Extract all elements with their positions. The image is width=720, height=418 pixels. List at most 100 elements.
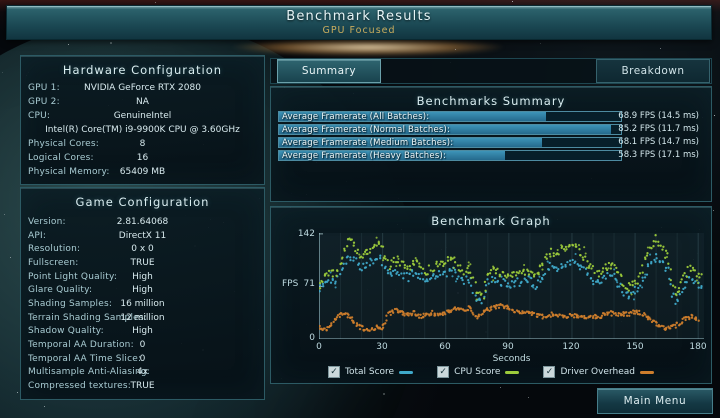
- config-row: Shadow Quality: High: [21, 326, 264, 338]
- star: [383, 393, 385, 395]
- benchmark-bar-row: Average Framerate (All Batches): 68.9 FPS…: [278, 111, 704, 122]
- config-row-label: GPU 1:: [28, 83, 60, 93]
- tab-summary[interactable]: Summary: [277, 59, 381, 83]
- config-row-value: 65409 MB: [119, 167, 166, 177]
- x-axis-label: Seconds: [492, 354, 531, 364]
- config-row-value: TRUE: [130, 257, 155, 268]
- benchmarks-summary-title: Benchmarks Summary: [416, 94, 566, 108]
- config-row-value: GenuineIntel: [113, 111, 172, 121]
- y-tick-min: 0: [309, 333, 315, 343]
- config-row-label: GPU 2:: [28, 97, 60, 107]
- legend-color-dash: [505, 370, 520, 374]
- x-tick-label: 180: [689, 342, 707, 352]
- config-row: Point Light Quality: High: [21, 272, 264, 284]
- benchmark-bar-label: Average Framerate (Medium Batches):: [282, 138, 454, 148]
- config-row: GPU 1: NVIDIA GeForce RTX 2080: [21, 83, 264, 95]
- star: [714, 115, 715, 116]
- star: [155, 2, 156, 3]
- star: [2, 72, 3, 73]
- config-row-label: Multisample Anti-Aliasing:: [28, 367, 151, 378]
- main-menu-button[interactable]: Main Menu: [597, 388, 713, 414]
- benchmark-bar-value: 58.3 FPS (17.1 ms): [618, 150, 699, 160]
- config-row: Intel(R) Core(TM) i9-9900K CPU @ 3.60GHz: [21, 125, 264, 137]
- star: [713, 210, 714, 211]
- config-row-label: Point Light Quality:: [28, 271, 118, 282]
- checkmark-icon: ✓: [330, 367, 338, 377]
- config-row-label: Compressed textures:: [28, 381, 132, 392]
- config-row: Temporal AA Duration: 0: [21, 340, 264, 352]
- legend-checkbox[interactable]: ✓: [543, 366, 556, 378]
- benchmark-graph-panel: Benchmark Graph 142 FPS 71 0 0 30 60 90 120 1…: [270, 206, 712, 384]
- results-tabstrip: Summary Breakdown: [270, 58, 712, 84]
- star: [110, 42, 112, 44]
- config-row: API: DirectX 11: [21, 231, 264, 243]
- legend-checkbox[interactable]: ✓: [437, 366, 450, 378]
- config-row-value: 8: [139, 139, 146, 149]
- config-row: CPU: GenuineIntel: [21, 111, 264, 123]
- checkmark-icon: ✓: [545, 367, 554, 377]
- config-row-label: Resolution:: [28, 244, 81, 255]
- config-row-value: 0: [139, 340, 146, 351]
- config-row: Physical Cores: 8: [21, 139, 264, 151]
- config-row-value: 4x: [136, 367, 149, 378]
- star: [455, 49, 456, 50]
- y-tick-mid: 71: [303, 279, 315, 289]
- config-row-label: Glare Quality:: [28, 285, 93, 296]
- hardware-panel-title: Hardware Configuration: [62, 63, 223, 77]
- benchmark-bar-label: Average Framerate (Normal Batches):: [282, 125, 451, 135]
- x-tick-label: 150: [626, 342, 644, 352]
- config-row-value: 16: [136, 153, 149, 163]
- benchmark-bar-fill: [279, 151, 505, 160]
- config-row: Terrain Shading Samples: 12 million: [21, 313, 264, 325]
- benchmark-bar-track: Average Framerate (All Batches):: [278, 111, 622, 122]
- x-tick-label: 120: [562, 342, 580, 352]
- benchmark-bar-value: 68.9 FPS (14.5 ms): [618, 111, 699, 121]
- config-row: Version: 2.81.64068: [21, 217, 264, 229]
- config-row: Compressed textures: TRUE: [21, 381, 264, 393]
- page-title: Benchmark Results: [286, 9, 432, 24]
- star: [500, 387, 501, 388]
- game-rows: Version: 2.81.64068 API: DirectX 11 Resoluti…: [21, 216, 264, 394]
- config-row-value: 2.81.64068: [116, 216, 169, 227]
- benchmark-bar-track: Average Framerate (Normal Batches):: [278, 124, 622, 135]
- config-row-value: Intel(R) Core(TM) i9-9900K CPU @ 3.60GHz: [45, 125, 240, 135]
- config-row-label: Physical Memory:: [28, 167, 110, 177]
- benchmark-bars: Average Framerate (All Batches): 68.9 FPS…: [278, 111, 704, 163]
- star: [4, 214, 5, 215]
- config-row-label: Shading Samples:: [28, 298, 113, 309]
- config-row-label: API:: [28, 230, 47, 241]
- config-row-label: CPU:: [28, 111, 51, 121]
- config-row-label: Version:: [28, 216, 66, 227]
- config-row-value: 16 million: [120, 298, 165, 309]
- config-row: Shading Samples: 16 million: [21, 299, 264, 311]
- planet-limb-glow: [232, 38, 504, 56]
- star: [540, 43, 541, 44]
- config-row-label: Terrain Shading Samples:: [28, 312, 148, 323]
- config-row: Temporal AA Time Slice: 0: [21, 354, 264, 366]
- benchmark-bar-track: Average Framerate (Medium Batches):: [278, 137, 622, 148]
- star: [660, 48, 661, 49]
- benchmark-bar-row: Average Framerate (Medium Batches): 68.1 …: [278, 137, 704, 148]
- config-row-value: High: [132, 271, 153, 282]
- config-row: Fullscreen: TRUE: [21, 258, 264, 270]
- config-row-label: Shadow Quality:: [28, 326, 104, 337]
- legend-item: ✓ CPU Score: [437, 366, 520, 378]
- config-row: Glare Quality: High: [21, 285, 264, 297]
- legend-item: ✓ Total Score: [328, 366, 414, 378]
- scatter-svg: [318, 233, 704, 340]
- config-row-label: Physical Cores:: [28, 139, 100, 149]
- benchmark-graph-title: Benchmark Graph: [431, 214, 551, 228]
- config-row-value: TRUE: [130, 381, 155, 392]
- config-row-value: High: [132, 326, 153, 337]
- config-row: Logical Cores: 16: [21, 153, 264, 165]
- tab-breakdown[interactable]: Breakdown: [596, 59, 710, 83]
- legend-item: ✓ Driver Overhead: [543, 366, 654, 378]
- star: [10, 257, 11, 258]
- hardware-configuration-panel: Hardware Configuration GPU 1: NVIDIA GeFo…: [20, 55, 265, 185]
- config-row-label: Fullscreen:: [28, 257, 79, 268]
- legend-checkbox[interactable]: ✓: [328, 366, 340, 378]
- benchmark-bar-fill: [279, 112, 546, 121]
- y-tick-max: 142: [297, 229, 315, 239]
- benchmark-bar-fill: [279, 138, 543, 147]
